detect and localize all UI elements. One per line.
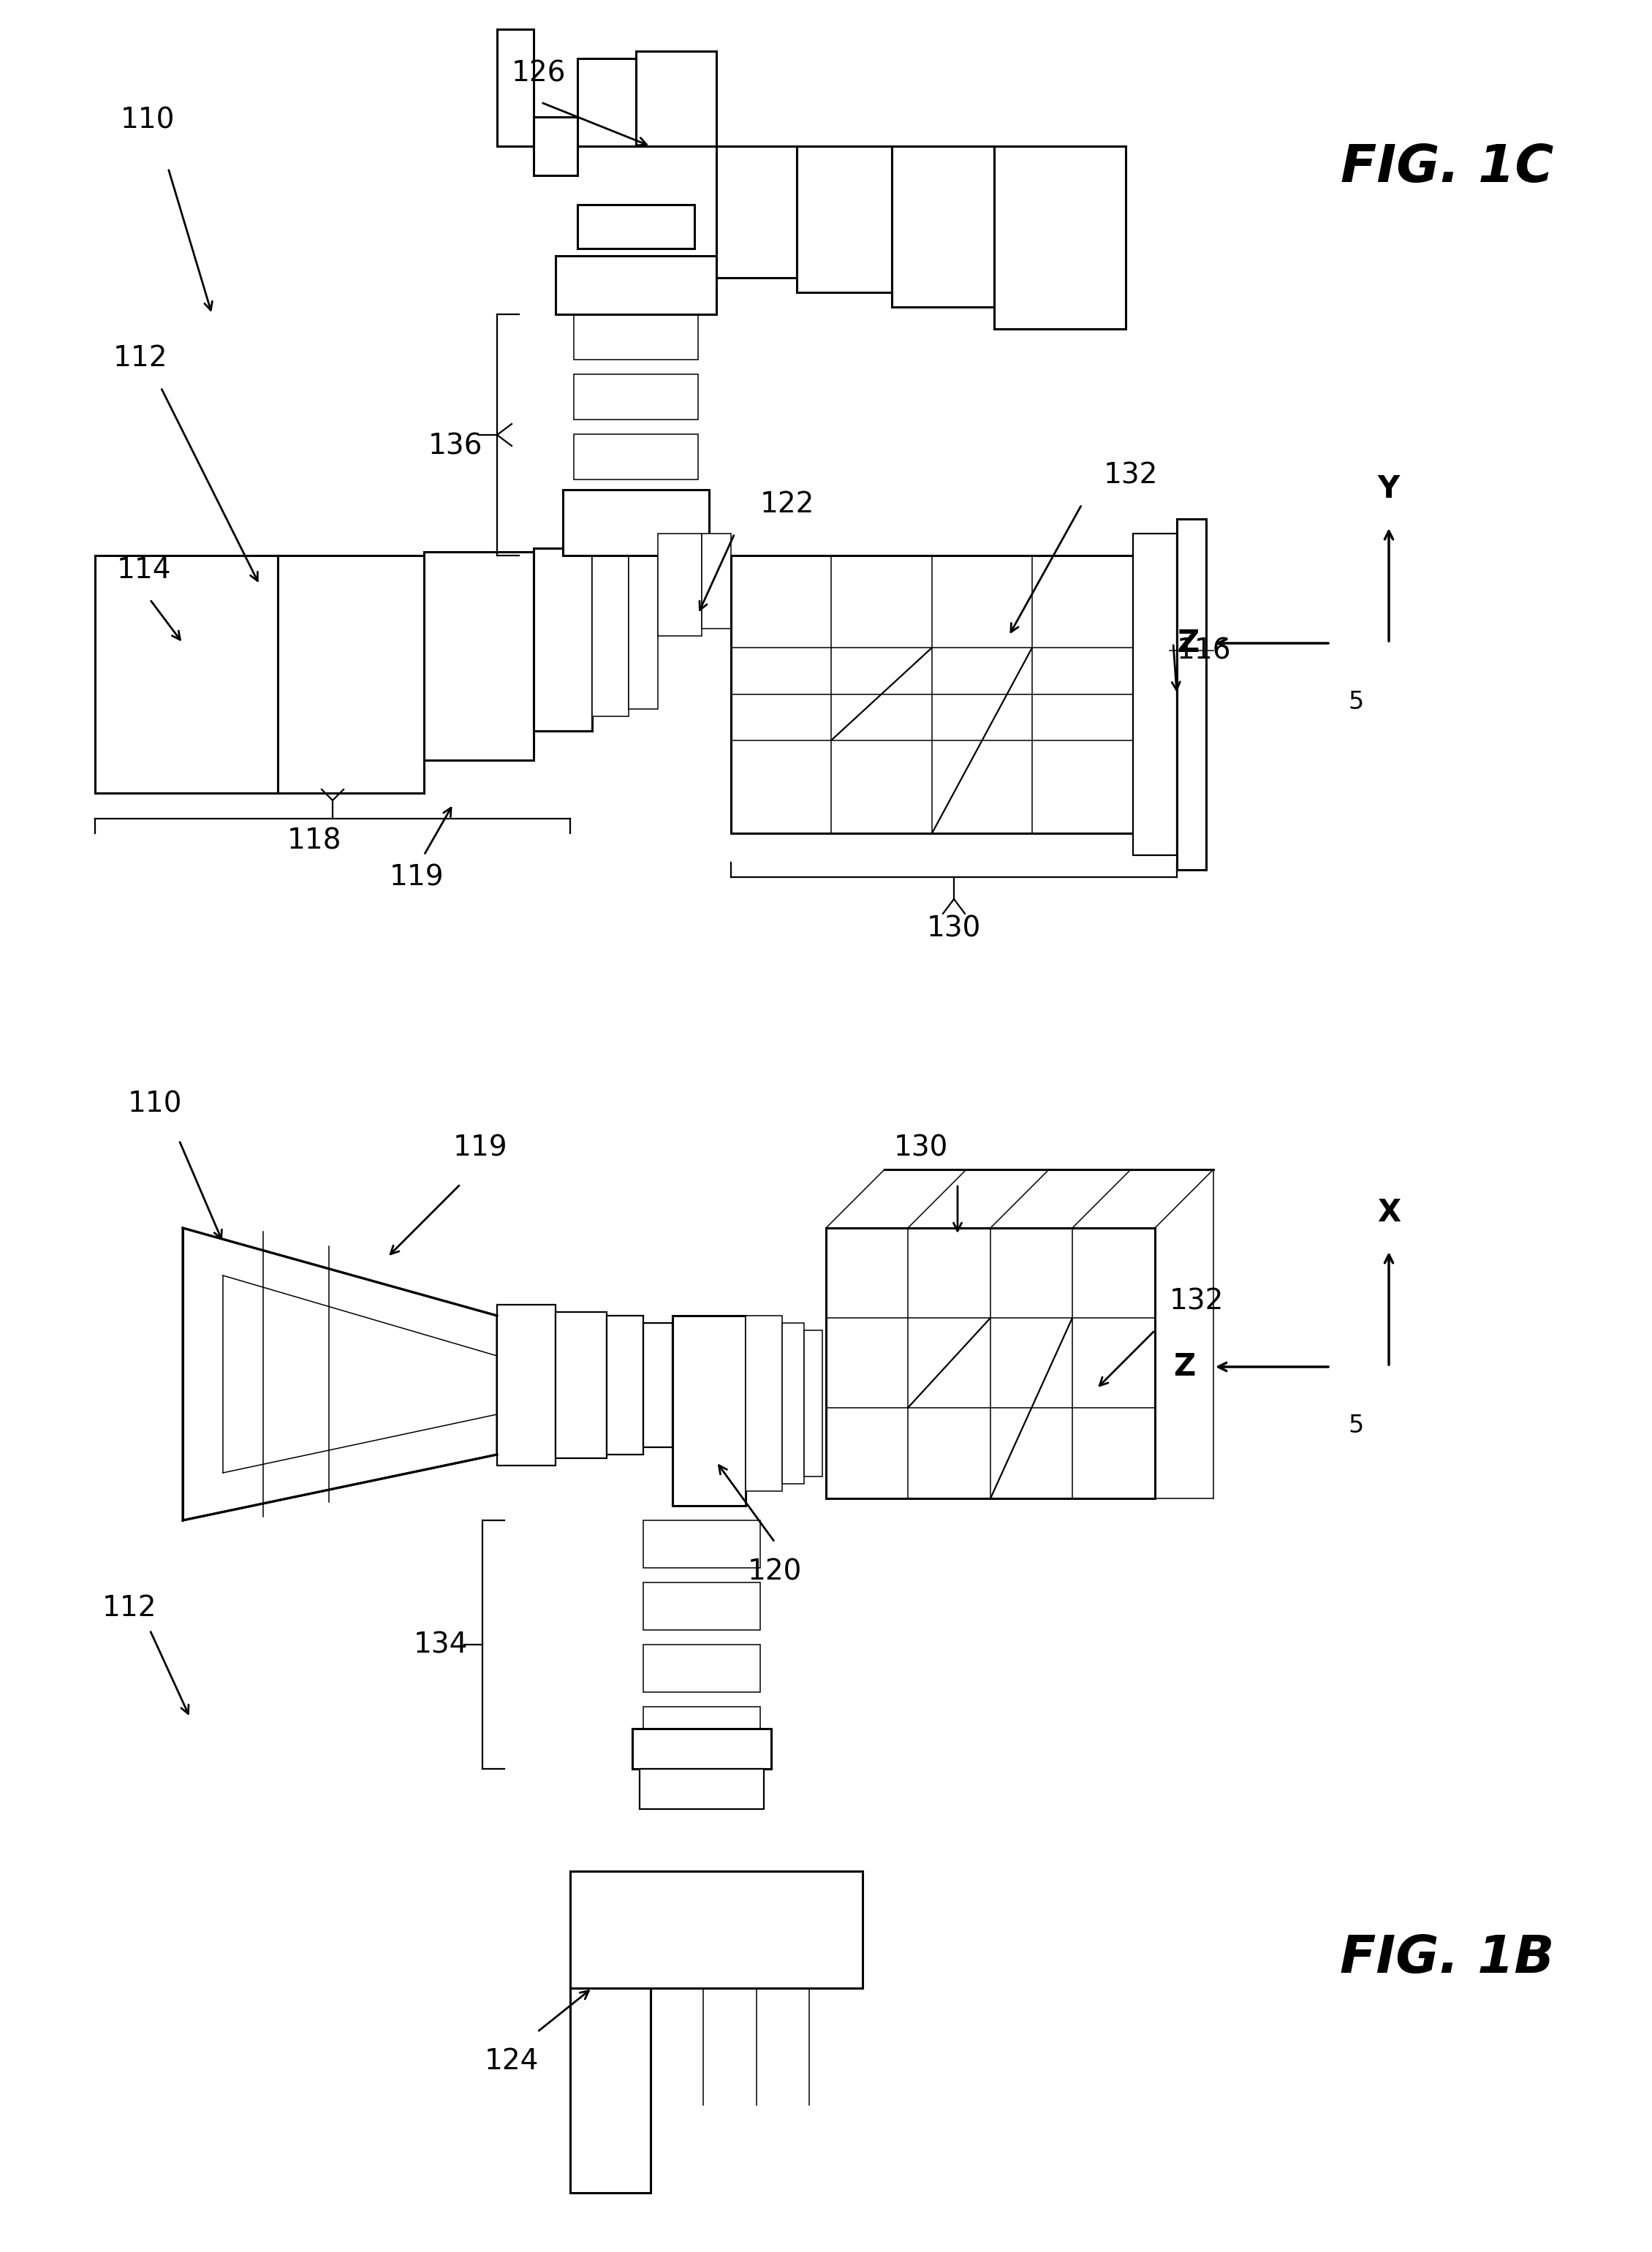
Bar (573, 374, 699, 419)
Bar (606, 1315, 643, 1455)
Text: Z: Z (1173, 1351, 1194, 1383)
Bar (1133, 534, 1176, 856)
Text: 112: 112 (114, 345, 169, 372)
Bar (672, 1315, 745, 1507)
Bar (570, 1989, 651, 2193)
Bar (570, 1871, 862, 1989)
Bar (826, 1227, 1155, 1498)
Bar (643, 1520, 760, 1567)
Text: Y: Y (1378, 473, 1399, 504)
Bar (636, 52, 717, 146)
Bar (995, 146, 1125, 329)
Bar (805, 1331, 823, 1477)
Text: 5: 5 (1348, 689, 1363, 714)
Bar (425, 552, 534, 761)
Text: FIG. 1C: FIG. 1C (1341, 142, 1555, 194)
Text: 119: 119 (453, 1133, 507, 1162)
Text: 119: 119 (390, 863, 444, 892)
Bar (643, 1583, 760, 1630)
Bar (781, 1322, 805, 1484)
Text: FIG. 1B: FIG. 1B (1340, 1934, 1555, 1984)
Bar (892, 146, 995, 306)
Text: 122: 122 (760, 491, 814, 518)
Text: 136: 136 (428, 432, 482, 459)
Bar (573, 315, 699, 360)
Text: 110: 110 (121, 106, 175, 135)
Bar (578, 205, 694, 248)
Bar (639, 1768, 763, 1808)
Bar (573, 435, 699, 480)
Bar (591, 556, 629, 716)
Bar (643, 1322, 672, 1448)
Bar (633, 1730, 771, 1768)
Text: 110: 110 (127, 1090, 182, 1117)
Bar (730, 556, 1133, 833)
Bar (629, 556, 657, 709)
Text: 120: 120 (748, 1558, 801, 1585)
Bar (497, 29, 534, 146)
Text: 126: 126 (512, 59, 567, 88)
Bar (643, 1644, 760, 1691)
Bar (702, 534, 730, 628)
Bar (796, 146, 892, 293)
Bar (555, 257, 717, 315)
Bar (534, 547, 591, 732)
Bar (563, 489, 709, 556)
Text: 112: 112 (102, 1594, 157, 1621)
Text: 132: 132 (1104, 462, 1158, 489)
Bar (657, 534, 702, 635)
Bar (745, 1315, 781, 1491)
Bar (278, 556, 425, 793)
Bar (534, 117, 578, 176)
Bar (555, 1313, 606, 1459)
Text: 124: 124 (484, 2047, 539, 2074)
Text: 5: 5 (1348, 1414, 1363, 1437)
Text: 118: 118 (287, 826, 342, 854)
Bar (497, 1304, 555, 1466)
Text: 134: 134 (413, 1630, 468, 1657)
Bar (96, 556, 278, 793)
Bar (643, 1707, 760, 1754)
Text: 130: 130 (894, 1133, 948, 1162)
Bar (717, 146, 796, 277)
Text: Z: Z (1176, 628, 1199, 658)
Text: 130: 130 (927, 914, 981, 941)
Bar (573, 493, 699, 540)
Text: 132: 132 (1170, 1288, 1224, 1315)
Text: 114: 114 (117, 556, 172, 583)
Polygon shape (183, 1227, 497, 1520)
Text: X: X (1378, 1198, 1401, 1227)
Text: 116: 116 (1176, 637, 1231, 664)
Bar (1176, 518, 1206, 869)
Bar (578, 59, 636, 146)
